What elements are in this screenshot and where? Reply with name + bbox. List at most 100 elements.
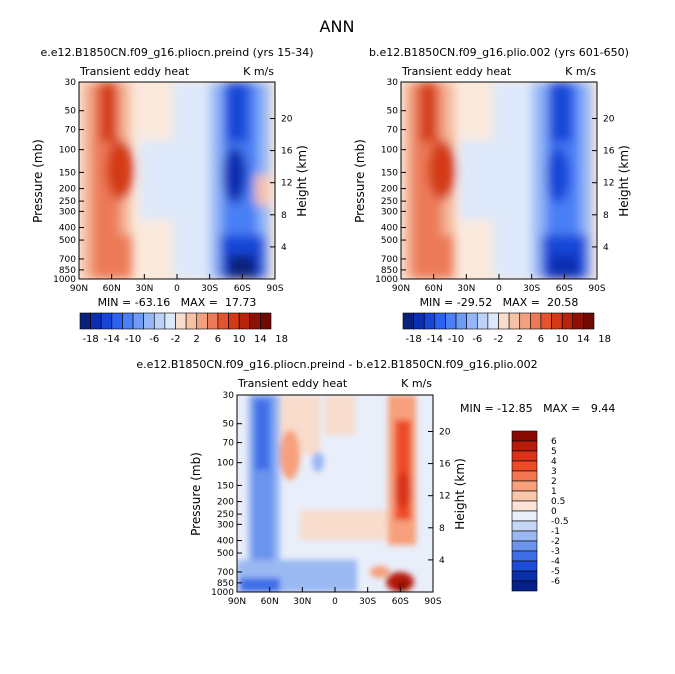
- height-tick-label: 8: [439, 524, 445, 534]
- panel-right-units: K m/s: [565, 65, 596, 78]
- panel-diff-stats: MIN = -12.85 MAX = 9.44: [460, 402, 615, 415]
- height-tick-label: 20: [281, 114, 293, 124]
- pressure-tick-label: 250: [217, 510, 234, 520]
- colorbar-label: -1: [551, 527, 560, 537]
- height-tick-label: 8: [281, 211, 287, 221]
- colorbar-swatch: [217, 312, 229, 330]
- lat-tick-label: 30N: [293, 597, 311, 607]
- pressure-tick-label: 50: [223, 420, 235, 430]
- panel-right-ylabel: Pressure (mb): [353, 139, 367, 223]
- panel-diff-field: Transient eddy heat: [237, 377, 348, 390]
- pressure-tick-label: 850: [381, 266, 398, 276]
- colorbar-swatch: [249, 312, 261, 330]
- lat-tick-label: 90S: [424, 597, 441, 607]
- colorbar-swatch: [511, 460, 538, 472]
- colorbar-label: -2: [171, 334, 181, 345]
- pressure-tick-label: 250: [59, 197, 76, 207]
- colorbar-swatch: [413, 312, 425, 330]
- colorbar-swatch: [511, 500, 538, 512]
- pressure-tick-label: 1000: [375, 275, 398, 285]
- panel-diff-case: e.e12.B1850CN.f09_g16.pliocn.preind - b.…: [136, 358, 537, 371]
- colorbar-label: 18: [598, 334, 611, 345]
- colorbar-swatch: [79, 312, 91, 330]
- panel-left: e.e12.B1850CN.f09_g16.pliocn.preind (yrs…: [31, 46, 314, 309]
- colorbar-swatch: [423, 312, 436, 330]
- colorbar-swatch: [111, 312, 123, 330]
- colorbar-swatch: [402, 312, 414, 330]
- lat-tick-label: 0: [496, 284, 502, 294]
- pressure-tick-label: 50: [65, 107, 77, 117]
- pressure-tick-label: 700: [217, 568, 234, 578]
- pressure-tick-label: 500: [381, 236, 398, 246]
- panel-left-case: e.e12.B1850CN.f09_g16.pliocn.preind (yrs…: [40, 46, 313, 59]
- colorbar-swatch: [476, 312, 489, 330]
- colorbar-label: 14: [254, 334, 267, 345]
- pressure-tick-label: 200: [59, 185, 76, 195]
- colorbar-swatch: [511, 450, 538, 462]
- colorbar-swatch: [455, 312, 467, 330]
- colorbar-label: -5: [551, 567, 560, 577]
- colorbar-swatch: [561, 312, 574, 330]
- colorbar-swatch: [207, 312, 219, 330]
- colorbar-swatch: [511, 490, 538, 502]
- pressure-tick-label: 150: [381, 168, 398, 178]
- panel-diff-field-plot: [237, 395, 433, 592]
- colorbar-swatch: [511, 540, 538, 552]
- colorbar-swatch: [164, 312, 176, 330]
- colorbar-label: 0.5: [551, 497, 565, 507]
- colorbar-swatch: [445, 312, 457, 330]
- figure-title: ANN: [320, 17, 355, 36]
- colorbar-swatch: [185, 312, 198, 330]
- panel-left-field: Transient eddy heat: [79, 65, 190, 78]
- pressure-tick-label: 1000: [53, 275, 76, 285]
- colorbar-label: -18: [405, 334, 421, 345]
- panel-left-field-plot: [79, 82, 275, 279]
- colorbar-label: -14: [427, 334, 443, 345]
- colorbar-label: 2: [194, 334, 200, 345]
- colorbar-swatch: [90, 312, 102, 330]
- pressure-tick-label: 300: [381, 207, 398, 217]
- pressure-tick-label: 100: [217, 459, 234, 469]
- colorbar-label: 6: [538, 334, 544, 345]
- pressure-tick-label: 50: [387, 107, 399, 117]
- lat-tick-label: 90N: [228, 597, 246, 607]
- lat-tick-label: 90N: [392, 284, 410, 294]
- pressure-tick-label: 400: [59, 224, 76, 234]
- panel-right-ylabel-right: Height (km): [617, 145, 631, 216]
- pressure-tick-label: 850: [59, 266, 76, 276]
- pressure-tick-label: 100: [59, 146, 76, 156]
- height-tick-label: 4: [603, 243, 609, 253]
- colorbar-swatch: [583, 312, 595, 330]
- colorbar-right: -18 -14 -10 -6 -2 2 6 10 14 18: [402, 312, 611, 345]
- lat-tick-label: 30S: [523, 284, 540, 294]
- panel-left-ylabel: Pressure (mb): [31, 139, 45, 223]
- colorbar-label: -0.5: [551, 517, 569, 527]
- colorbar-swatch: [511, 480, 538, 492]
- colorbar-label: 10: [556, 334, 569, 345]
- colorbar-label: 10: [233, 334, 246, 345]
- pressure-tick-label: 30: [65, 78, 77, 88]
- pressure-tick-label: 30: [223, 391, 235, 401]
- colorbar-swatch: [530, 312, 542, 330]
- pressure-tick-label: 150: [59, 168, 76, 178]
- colorbar-label: -6: [149, 334, 159, 345]
- colorbar-swatch: [434, 312, 446, 330]
- colorbar-label: -6: [551, 577, 560, 587]
- colorbar-label: 2: [517, 334, 523, 345]
- lat-tick-label: 60S: [556, 284, 573, 294]
- panel-left-lat-ticks: 90N 60N 30N 0 30S 60S 90S: [70, 274, 284, 294]
- colorbar-swatch: [508, 312, 521, 330]
- pressure-tick-label: 850: [217, 579, 234, 589]
- colorbar-swatch: [132, 312, 144, 330]
- panel-diff-height-ticks: 20 16 12 8 4: [428, 427, 451, 566]
- colorbar-label: 5: [551, 447, 557, 457]
- colorbar-swatch: [551, 312, 563, 330]
- lat-tick-label: 90S: [266, 284, 283, 294]
- colorbar-swatch: [572, 312, 584, 330]
- pressure-tick-label: 300: [59, 207, 76, 217]
- panel-diff-lat-ticks: 90N 60N 30N 0 30S 60S 90S: [228, 587, 442, 607]
